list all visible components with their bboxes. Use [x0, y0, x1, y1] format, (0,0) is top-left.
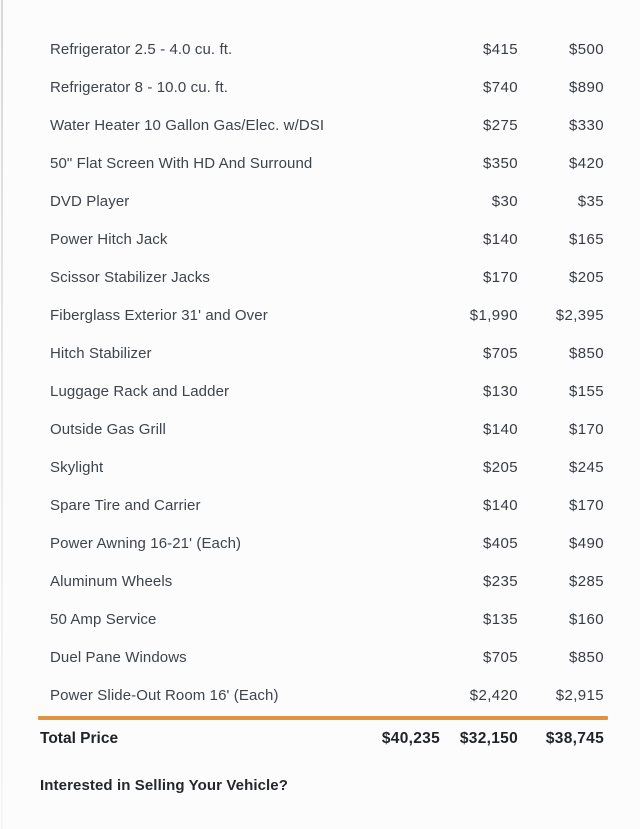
- option-name: Scissor Stabilizer Jacks: [50, 268, 210, 286]
- total-value-3: $38,745: [545, 730, 604, 747]
- option-name: Refrigerator 2.5 - 4.0 cu. ft.: [50, 40, 233, 58]
- option-price-low: $30: [491, 192, 518, 210]
- option-price-high: $205: [569, 268, 604, 286]
- table-row: Duel Pane Windows $705 $850: [0, 638, 640, 676]
- total-label: Total Price: [40, 730, 119, 747]
- table-row: 50 Amp Service $135 $160: [0, 600, 640, 638]
- table-row: Power Hitch Jack $140 $165: [0, 220, 640, 258]
- total-value-2: $32,150: [459, 730, 518, 747]
- table-row: Skylight $205 $245: [0, 448, 640, 486]
- option-price-high: $285: [569, 572, 604, 590]
- option-price-low: $705: [483, 648, 518, 666]
- option-name: Refrigerator 8 - 10.0 cu. ft.: [50, 78, 228, 96]
- option-price-low: $740: [483, 78, 518, 96]
- table-row: Scissor Stabilizer Jacks $170 $205: [0, 258, 640, 296]
- option-name: Luggage Rack and Ladder: [50, 382, 230, 400]
- total-value-1: $40,235: [381, 730, 440, 747]
- option-price-low: $1,990: [469, 306, 518, 324]
- option-price-low: $2,420: [469, 686, 518, 704]
- table-row: DVD Player $30 $35: [0, 182, 640, 220]
- option-price-low: $235: [483, 572, 518, 590]
- option-price-low: $350: [483, 154, 518, 172]
- option-price-low: $140: [483, 420, 518, 438]
- option-price-low: $170: [483, 268, 518, 286]
- option-price-high: $160: [569, 610, 604, 628]
- option-name: Power Hitch Jack: [50, 230, 168, 248]
- option-price-low: $140: [483, 230, 518, 248]
- option-price-high: $420: [569, 154, 604, 172]
- option-name: Fiberglass Exterior 31' and Over: [50, 306, 268, 324]
- option-name: Outside Gas Grill: [50, 420, 166, 438]
- option-name: Water Heater 10 Gallon Gas/Elec. w/DSI: [50, 116, 325, 134]
- option-price-low: $130: [483, 382, 518, 400]
- option-price-low: $140: [483, 496, 518, 514]
- option-price-low: $205: [483, 458, 518, 476]
- option-price-high: $850: [569, 648, 604, 666]
- table-row: Aluminum Wheels $235 $285: [0, 562, 640, 600]
- option-price-low: $705: [483, 344, 518, 362]
- table-row: Outside Gas Grill $140 $170: [0, 410, 640, 448]
- option-price-high: $245: [569, 458, 604, 476]
- option-price-high: $165: [569, 230, 604, 248]
- option-name: 50" Flat Screen With HD And Surround: [50, 154, 313, 172]
- table-row: Luggage Rack and Ladder $130 $155: [0, 372, 640, 410]
- table-row: Power Awning 16-21' (Each) $405 $490: [0, 524, 640, 562]
- option-price-high: $500: [569, 40, 604, 58]
- option-price-high: $490: [569, 534, 604, 552]
- table-row: Power Slide-Out Room 16' (Each) $2,420 $…: [0, 676, 640, 714]
- table-row: Refrigerator 8 - 10.0 cu. ft. $740 $890: [0, 68, 640, 106]
- option-price-low: $405: [483, 534, 518, 552]
- option-price-low: $415: [483, 40, 518, 58]
- option-name: Hitch Stabilizer: [50, 344, 152, 362]
- option-rows: Refrigerator 2.5 - 4.0 cu. ft. $415 $500…: [0, 30, 640, 714]
- option-name: DVD Player: [50, 192, 130, 210]
- option-price-high: $330: [569, 116, 604, 134]
- table-row: Refrigerator 2.5 - 4.0 cu. ft. $415 $500: [0, 30, 640, 68]
- option-price-high: $2,395: [555, 306, 604, 324]
- table-row: Hitch Stabilizer $705 $850: [0, 334, 640, 372]
- options-price-table: Refrigerator 2.5 - 4.0 cu. ft. $415 $500…: [0, 30, 640, 794]
- total-row: Total Price $40,235 $32,150 $38,745: [0, 720, 640, 758]
- option-price-high: $170: [569, 420, 604, 438]
- option-price-low: $275: [483, 116, 518, 134]
- option-price-high: $35: [577, 192, 604, 210]
- selling-vehicle-heading: Interested in Selling Your Vehicle?: [40, 777, 289, 794]
- option-name: Power Slide-Out Room 16' (Each): [50, 686, 279, 704]
- table-row: Water Heater 10 Gallon Gas/Elec. w/DSI $…: [0, 106, 640, 144]
- option-name: 50 Amp Service: [50, 610, 157, 628]
- total-divider: [38, 716, 608, 720]
- table-row: 50" Flat Screen With HD And Surround $35…: [0, 144, 640, 182]
- option-price-high: $155: [569, 382, 604, 400]
- option-price-high: $2,915: [555, 686, 604, 704]
- option-price-high: $890: [569, 78, 604, 96]
- option-name: Duel Pane Windows: [50, 648, 187, 666]
- option-name: Spare Tire and Carrier: [50, 496, 201, 514]
- option-name: Power Awning 16-21' (Each): [50, 534, 242, 552]
- option-price-high: $170: [569, 496, 604, 514]
- table-row: Spare Tire and Carrier $140 $170: [0, 486, 640, 524]
- option-price-low: $135: [483, 610, 518, 628]
- option-name: Skylight: [50, 458, 104, 476]
- table-row: Fiberglass Exterior 31' and Over $1,990 …: [0, 296, 640, 334]
- option-price-high: $850: [569, 344, 604, 362]
- option-name: Aluminum Wheels: [50, 572, 173, 590]
- left-edge-divider: [1, 0, 3, 829]
